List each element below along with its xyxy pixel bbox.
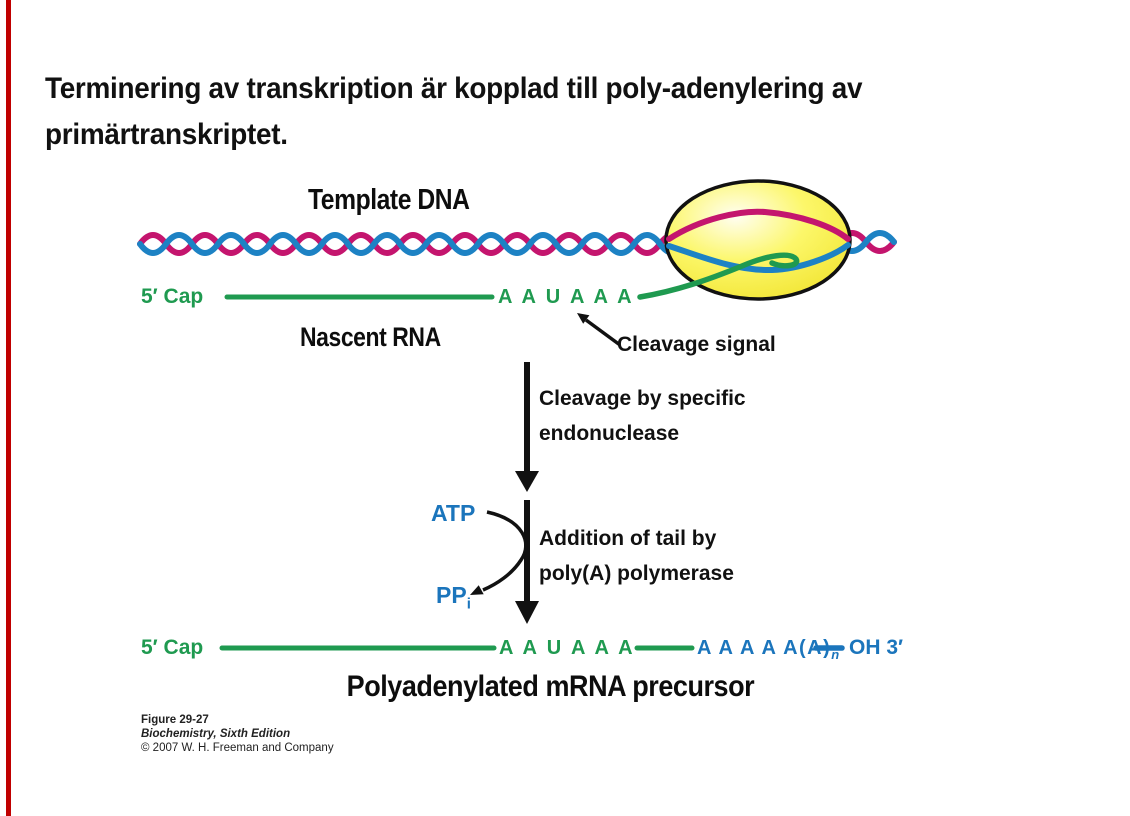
cleavage-step-line1: Cleavage by specific: [539, 387, 746, 410]
oh-three-prime-label: OH 3′: [849, 636, 904, 659]
five-prime-cap-label-top: 5′ Cap: [141, 285, 204, 308]
copyright-line: © 2007 W. H. Freeman and Company: [141, 742, 334, 754]
slide-title: Terminering av transkription är kopplad …: [45, 66, 1022, 158]
dna-helix-strand-magenta: [137, 232, 689, 256]
atp-label: ATP: [431, 500, 476, 526]
tail-step-line2: poly(A) polymerase: [539, 562, 734, 585]
five-prime-cap-label-bottom: 5′ Cap: [141, 636, 204, 659]
tail-addition-step-label: Addition of tail by poly(A) polymerase: [539, 521, 734, 591]
dna-helix-strand-blue: [137, 232, 689, 256]
ppi-label: PPi: [436, 582, 471, 613]
polya-subscript: n: [831, 647, 840, 662]
book-title: Biochemistry, Sixth Edition: [141, 728, 291, 740]
template-dna-label: Template DNA: [308, 184, 470, 216]
dna-strand-in-polymerase-blue: [666, 242, 851, 274]
atp-ppi-arc: [482, 510, 528, 592]
cleavage-pointer-arrowhead: [577, 313, 590, 324]
tail-step-line1: Addition of tail by: [539, 527, 717, 550]
down-arrow-tail-addition-head: [515, 601, 539, 624]
atp-ppi-arrowhead: [470, 585, 484, 595]
slide-title-line2: primärtranskriptet.: [45, 118, 288, 151]
down-arrow-cleavage-head: [515, 471, 539, 492]
figure-caption: Figure 29-27 Biochemistry, Sixth Edition…: [141, 713, 334, 755]
aauaaa-sequence-top: A A U A A A: [498, 286, 635, 308]
cleavage-signal-label: Cleavage signal: [617, 333, 776, 356]
dna-strand-in-polymerase-magenta: [666, 208, 851, 242]
nascent-rna-curve: [637, 252, 800, 300]
polya-tail-sequence: A A A A A(A)n: [697, 637, 840, 662]
nascent-rna-label: Nascent RNA: [300, 322, 441, 352]
cleavage-step-label: Cleavage by specific endonuclease: [539, 381, 746, 451]
slide-title-line1: Terminering av transkription är kopplad …: [45, 72, 863, 105]
aauaaa-sequence-bottom: A A U A A A: [499, 637, 636, 659]
left-accent-stripe: [6, 0, 11, 816]
product-label: Polyadenylated mRNA precursor: [346, 670, 754, 703]
cleavage-pointer-arrow: [584, 318, 622, 347]
figure-number: Figure 29-27: [141, 714, 209, 726]
ppi-subscript: i: [466, 595, 471, 613]
cleavage-step-line2: endonuclease: [539, 422, 680, 445]
